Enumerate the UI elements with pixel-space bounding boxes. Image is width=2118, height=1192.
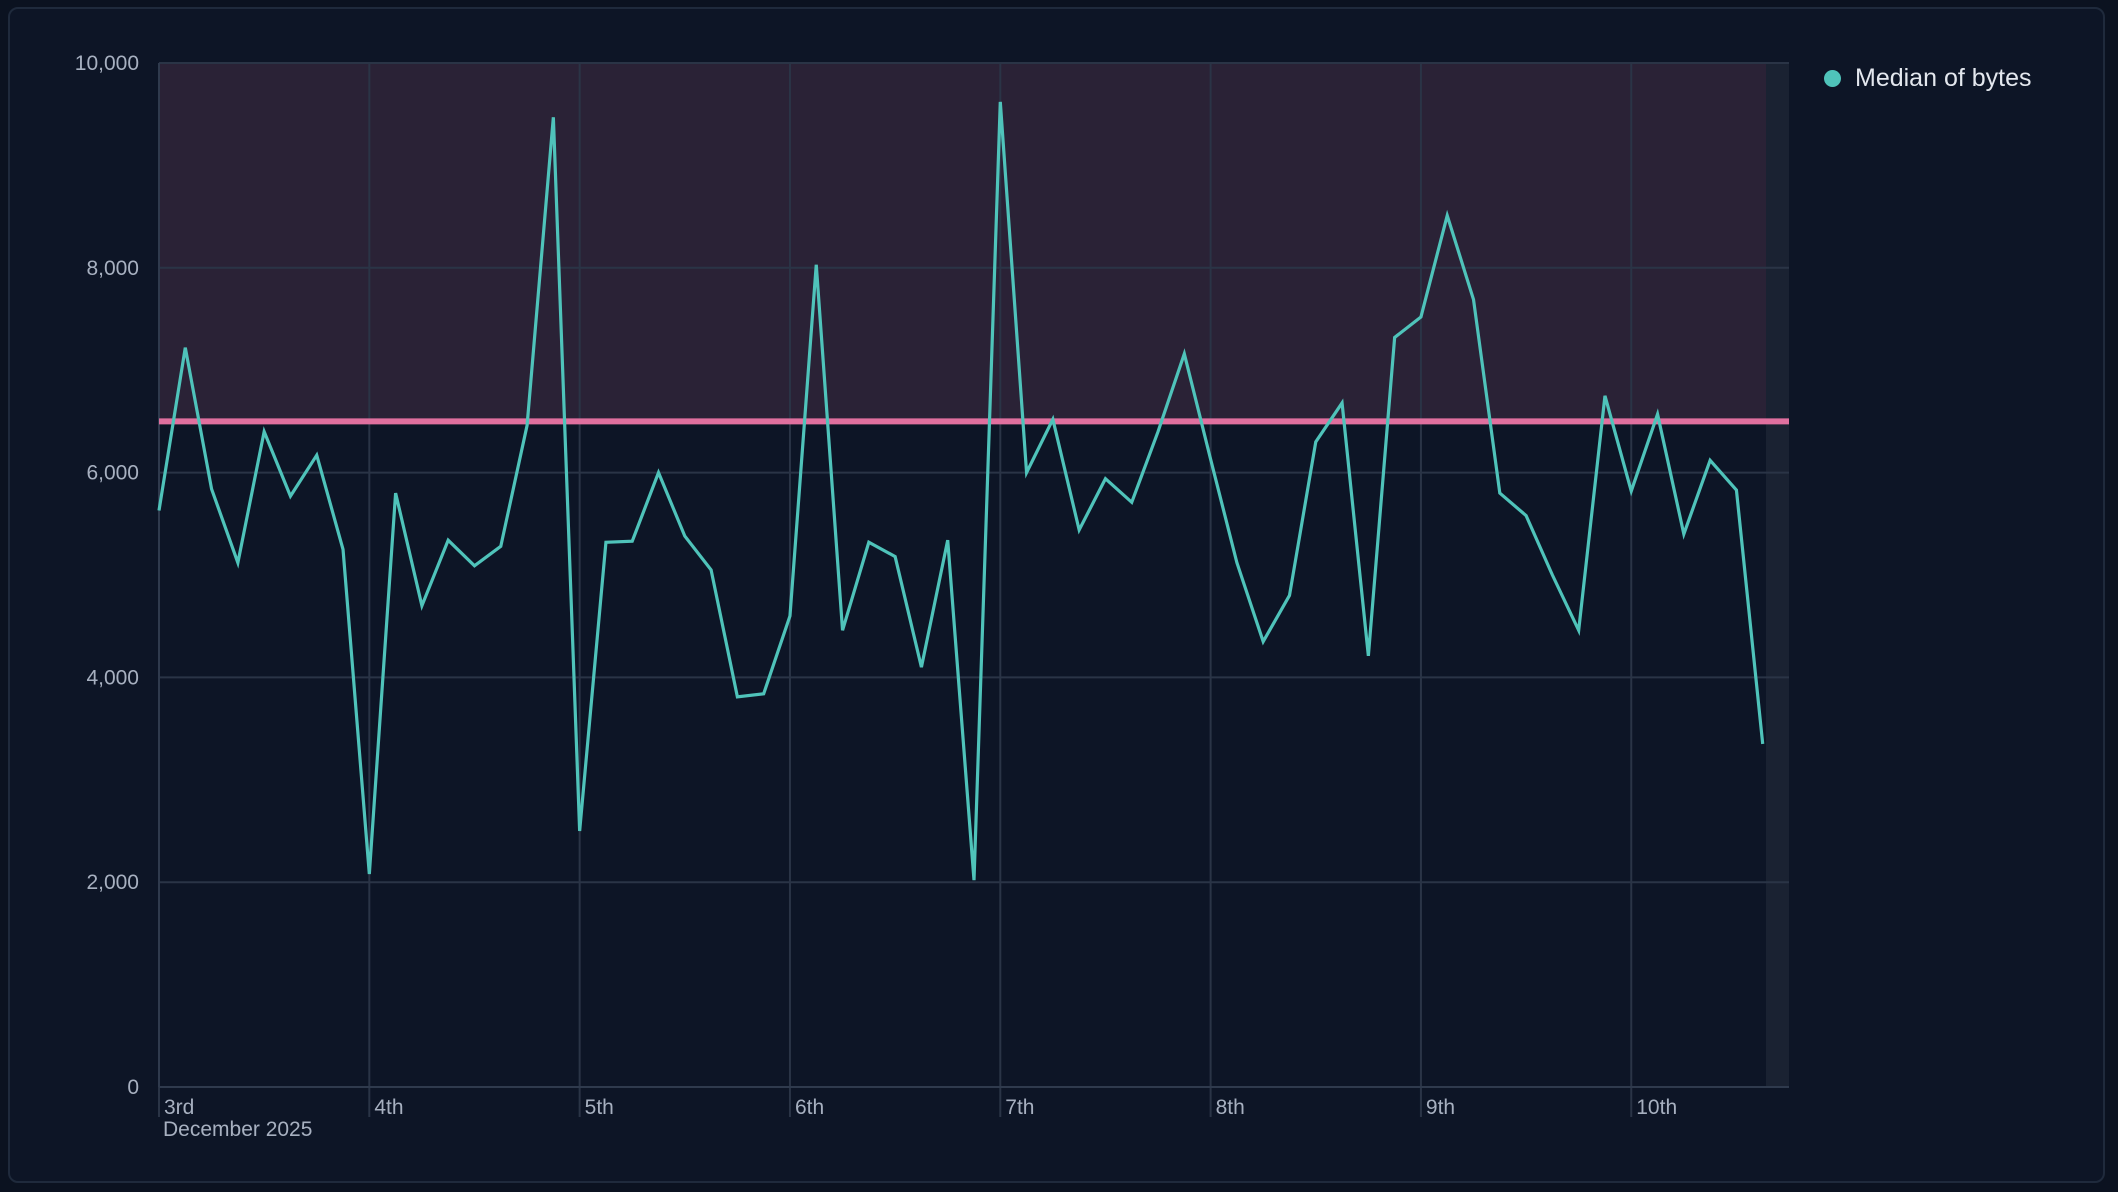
- plot-edge-band: [1766, 63, 1789, 1087]
- x-tick-label: 5th: [585, 1096, 614, 1119]
- x-tick-label: 4th: [374, 1096, 403, 1119]
- x-tick-label: 3rd: [164, 1096, 194, 1119]
- x-axis-sublabel: December 2025: [163, 1118, 312, 1141]
- legend: Median of bytes: [1824, 64, 2032, 93]
- x-tick-label: 6th: [795, 1096, 824, 1119]
- legend-swatch: [1824, 70, 1841, 87]
- x-tick-label: 9th: [1426, 1096, 1455, 1119]
- y-tick-label: 6,000: [86, 462, 139, 485]
- x-tick-label: 8th: [1216, 1096, 1245, 1119]
- y-tick-label: 0: [127, 1076, 139, 1099]
- y-tick-label: 4,000: [86, 666, 139, 689]
- y-tick-label: 2,000: [86, 871, 139, 894]
- legend-label[interactable]: Median of bytes: [1855, 64, 2032, 92]
- y-tick-label: 10,000: [75, 52, 139, 75]
- y-tick-label: 8,000: [86, 257, 139, 280]
- series-line: [157, 101, 1765, 881]
- x-tick-label: 7th: [1005, 1096, 1034, 1119]
- threshold-shaded-region: [159, 63, 1766, 422]
- x-tick-label: 10th: [1636, 1096, 1677, 1119]
